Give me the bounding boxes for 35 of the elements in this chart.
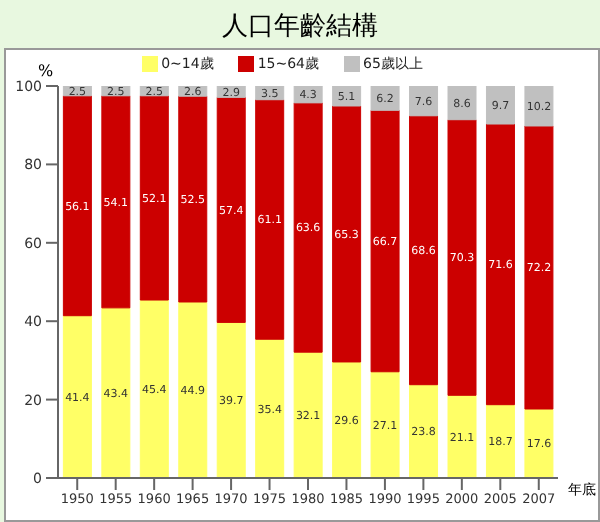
- bar: [524, 125, 554, 410]
- bar: [139, 95, 169, 301]
- bar: [447, 394, 477, 478]
- bar: [485, 86, 515, 125]
- bar: [370, 109, 400, 373]
- bar: [216, 321, 246, 478]
- bar: [447, 119, 477, 396]
- bar: [524, 408, 554, 478]
- bar: [370, 371, 400, 478]
- bar: [332, 86, 362, 107]
- bar: [216, 96, 246, 323]
- chart-title: 人口年齡結構: [220, 10, 380, 46]
- bar: [485, 404, 515, 478]
- bar: [485, 123, 515, 406]
- bar: [409, 86, 439, 117]
- bar: [293, 351, 323, 478]
- bar: [101, 95, 131, 309]
- bar: [139, 299, 169, 478]
- bar: [62, 95, 92, 317]
- bar: [255, 99, 285, 340]
- bar: [101, 307, 131, 478]
- bar: [370, 86, 400, 111]
- bar: [524, 86, 554, 127]
- bar: [332, 105, 362, 363]
- bar: [178, 301, 208, 478]
- bar: [447, 86, 477, 121]
- bar: [409, 115, 439, 386]
- bar: [178, 95, 208, 303]
- bar: [255, 338, 285, 478]
- bar: [332, 361, 362, 478]
- y-axis-title: %: [38, 62, 54, 80]
- bar: [62, 315, 92, 478]
- bar: [293, 86, 323, 104]
- bar: [293, 102, 323, 353]
- bar: [409, 384, 439, 478]
